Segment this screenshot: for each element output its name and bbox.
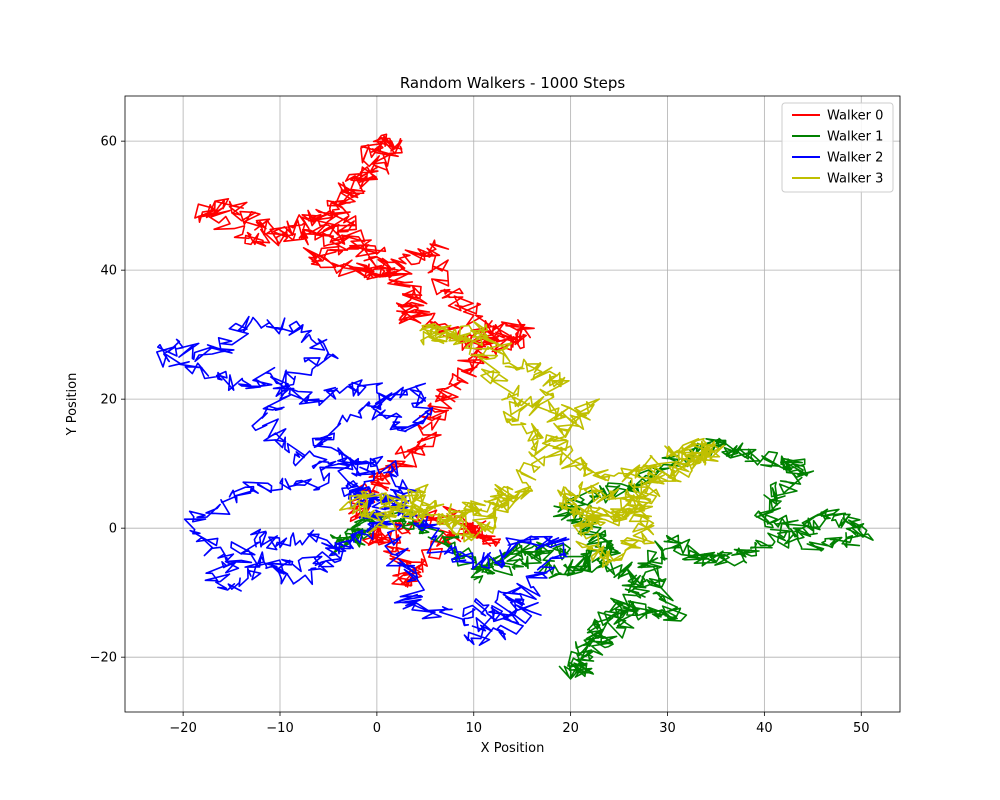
y-axis-label: Y Position bbox=[65, 373, 80, 437]
x-tick-label: 50 bbox=[853, 721, 870, 736]
x-tick-label: −10 bbox=[266, 721, 293, 736]
y-tick-label: −20 bbox=[90, 651, 117, 666]
legend: Walker 0 Walker 1 Walker 2 Walker 3 bbox=[781, 102, 894, 193]
plot-background bbox=[125, 96, 900, 712]
plot-frame bbox=[124, 95, 901, 713]
chart-title: Random Walkers - 1000 Steps bbox=[400, 74, 626, 92]
x-tick-label: 10 bbox=[465, 721, 482, 736]
series-line-walker-3 bbox=[338, 320, 725, 569]
series-line-walker-2 bbox=[156, 315, 570, 647]
x-tick-label: −20 bbox=[169, 721, 196, 736]
x-tick-label: 20 bbox=[562, 721, 579, 736]
legend-label: Walker 1 bbox=[827, 130, 883, 145]
y-tick-label: 0 bbox=[109, 522, 117, 537]
legend-box bbox=[781, 102, 894, 193]
x-axis-label: X Position bbox=[481, 741, 545, 756]
series-line-walker-0 bbox=[194, 133, 535, 588]
grid-lines bbox=[125, 96, 900, 712]
legend-label: Walker 3 bbox=[827, 172, 883, 187]
legend-label: Walker 2 bbox=[827, 151, 883, 166]
legend-label: Walker 0 bbox=[827, 109, 883, 124]
series-line-walker-1 bbox=[329, 437, 874, 680]
y-axis-ticks: −20 0 20 40 60 bbox=[90, 135, 125, 666]
y-tick-label: 20 bbox=[100, 393, 117, 408]
series-layer bbox=[156, 133, 874, 680]
y-tick-label: 40 bbox=[100, 264, 117, 279]
y-tick-label: 60 bbox=[100, 135, 117, 150]
x-tick-label: 30 bbox=[659, 721, 676, 736]
x-tick-label: 0 bbox=[373, 721, 381, 736]
x-tick-label: 40 bbox=[756, 721, 773, 736]
x-axis-ticks: −20 −10 0 10 20 30 40 50 bbox=[169, 712, 870, 736]
